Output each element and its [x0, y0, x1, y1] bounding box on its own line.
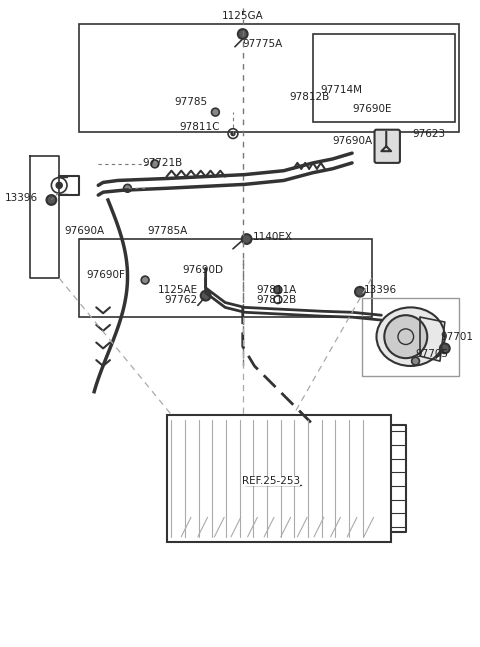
- Circle shape: [47, 195, 56, 205]
- Circle shape: [141, 276, 149, 284]
- Circle shape: [384, 315, 427, 358]
- Circle shape: [212, 108, 219, 116]
- Circle shape: [440, 344, 450, 353]
- Circle shape: [201, 291, 211, 301]
- Circle shape: [242, 234, 252, 244]
- Text: 97775A: 97775A: [243, 39, 283, 49]
- Text: 97690D: 97690D: [182, 265, 223, 275]
- Text: 97701: 97701: [440, 332, 473, 342]
- Text: 13396: 13396: [5, 193, 38, 203]
- Text: 97705: 97705: [416, 349, 448, 359]
- Text: 97812B: 97812B: [289, 93, 330, 102]
- Circle shape: [412, 357, 420, 365]
- Text: REF.25-253: REF.25-253: [242, 476, 300, 486]
- Text: 1125AE: 1125AE: [158, 285, 198, 295]
- Text: 97721B: 97721B: [142, 158, 182, 168]
- Text: 97623: 97623: [413, 129, 446, 138]
- Text: 97762: 97762: [165, 294, 198, 305]
- Text: 97812B: 97812B: [256, 294, 297, 305]
- Text: 1125GA: 1125GA: [222, 12, 264, 21]
- Text: 97690F: 97690F: [87, 270, 126, 280]
- Text: 97690E: 97690E: [352, 104, 392, 115]
- Circle shape: [56, 182, 62, 188]
- Text: 97690A: 97690A: [64, 226, 104, 236]
- Text: 1140EX: 1140EX: [252, 232, 292, 242]
- Circle shape: [274, 286, 282, 294]
- Circle shape: [238, 29, 248, 39]
- Bar: [313, 34, 455, 122]
- Circle shape: [355, 287, 365, 297]
- Text: 97811C: 97811C: [180, 122, 220, 132]
- Text: 97690A: 97690A: [333, 137, 372, 146]
- FancyBboxPatch shape: [374, 129, 400, 163]
- Bar: [79, 24, 459, 131]
- Bar: [362, 298, 459, 376]
- Circle shape: [124, 184, 132, 192]
- Text: 97785: 97785: [174, 97, 207, 107]
- Text: 13396: 13396: [364, 285, 397, 295]
- Circle shape: [231, 131, 235, 136]
- Bar: [79, 239, 372, 317]
- Text: 97811A: 97811A: [256, 285, 297, 295]
- Text: 97785A: 97785A: [147, 226, 187, 236]
- Bar: [167, 415, 391, 542]
- Text: 97714M: 97714M: [321, 85, 363, 94]
- Ellipse shape: [376, 307, 445, 366]
- Circle shape: [151, 160, 159, 168]
